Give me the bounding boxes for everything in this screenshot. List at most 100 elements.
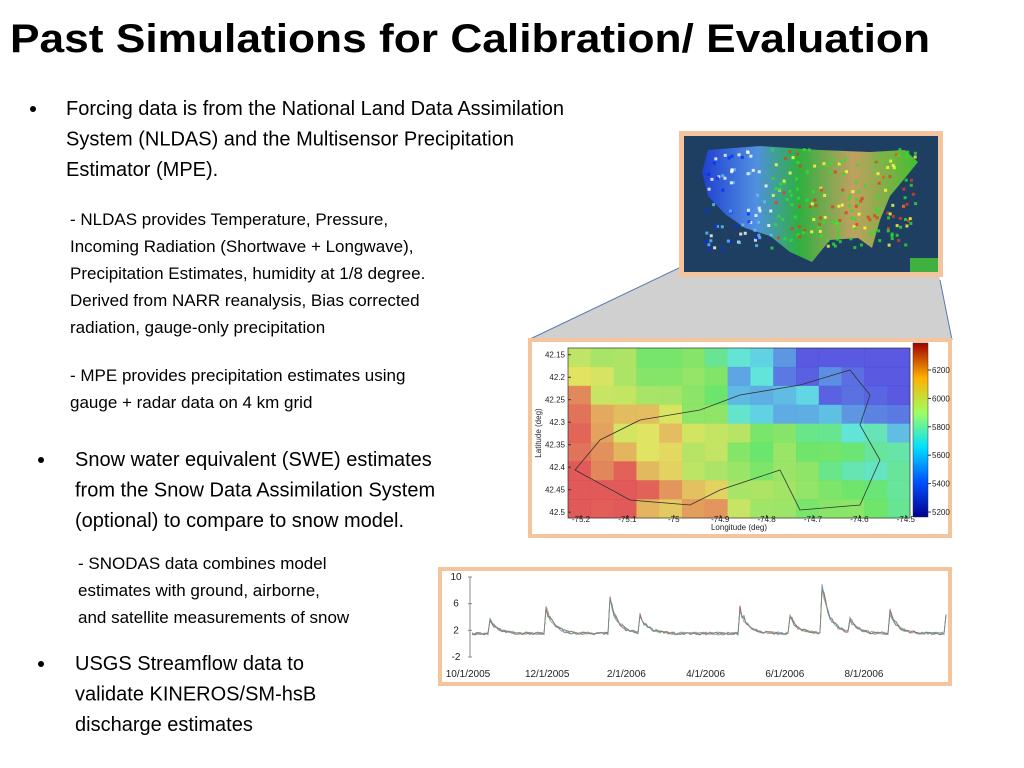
map-pixel [826, 239, 830, 243]
map-pixel [911, 192, 915, 196]
x-tick-label: 8/1/2006 [845, 669, 884, 680]
heatmap-cell [841, 423, 865, 443]
heatmap-cell [818, 385, 842, 405]
map-pixel [904, 178, 908, 182]
map-pixel [813, 164, 817, 168]
map-pixel [721, 247, 725, 251]
y-tick-label: 42.45 [545, 486, 566, 495]
map-pixel [754, 236, 758, 240]
heatmap-cell [796, 480, 819, 500]
heatmap-cell [704, 461, 728, 481]
heatmap-cell [590, 366, 614, 387]
map-pixel [906, 150, 910, 154]
sub-note: - NLDAS provides Temperature, Pressure, [70, 210, 388, 229]
map-pixel [758, 209, 762, 213]
heatmap-cell [773, 423, 797, 443]
bullet-text: discharge estimates [75, 714, 253, 736]
x-tick-label: -75.1 [618, 515, 637, 524]
heatmap-cell [750, 423, 774, 443]
map-pixel [715, 224, 719, 228]
colorbar-tick-label: 6000 [932, 394, 950, 403]
map-pixel [841, 188, 845, 192]
heatmap-cell [568, 366, 591, 387]
map-pixel [854, 180, 858, 184]
map-pixel [705, 231, 709, 235]
map-pixel [707, 172, 711, 176]
streamflow-line [471, 588, 947, 636]
heatmap-cell [704, 442, 728, 462]
map-pixel [879, 152, 883, 156]
map-pixel [895, 224, 899, 228]
heatmap-cell [864, 366, 888, 387]
heatmap-cell [818, 404, 842, 424]
x-tick-label: -74.8 [757, 515, 776, 524]
map-pixel [905, 224, 909, 228]
map-pixel [798, 164, 802, 168]
map-pixel [723, 176, 727, 180]
map-pixel [783, 181, 787, 185]
streamflow-line [471, 589, 947, 636]
map-pixel [818, 229, 822, 233]
bullet-text: USGS Streamflow data to [75, 653, 304, 675]
map-pixel [837, 229, 841, 233]
heatmap-cell [727, 348, 751, 368]
map-pixel [749, 154, 753, 158]
map-pixel [902, 187, 906, 191]
heatmap-cell [796, 423, 819, 443]
map-pixel [830, 158, 834, 162]
map-pixel [769, 233, 773, 237]
map-pixel [884, 188, 888, 192]
map-pixel [753, 228, 757, 232]
map-pixel [790, 203, 794, 207]
map-pixel [844, 211, 848, 215]
sub-note: estimates with ground, airborne, [78, 581, 320, 600]
map-pixel [831, 205, 835, 209]
map-pixel [713, 246, 717, 250]
x-tick-label: 12/1/2005 [525, 669, 570, 680]
heatmap-cell [796, 385, 819, 405]
map-pixel [886, 227, 890, 231]
heatmap-cell [727, 480, 751, 500]
map-pixel [709, 239, 713, 243]
heatmap-cell [727, 366, 751, 387]
heatmap-cell [887, 480, 911, 500]
heatmap-cell [796, 348, 819, 368]
map-pixel [758, 236, 762, 240]
map-pixel [810, 230, 814, 234]
map-pixel [898, 148, 902, 152]
heatmap-axes [567, 347, 911, 519]
y-tick-label: -2 [452, 652, 461, 663]
y-tick-label: 42.15 [545, 351, 566, 360]
heatmap-cell [590, 404, 614, 424]
map-pixel [734, 224, 738, 228]
map-pixel [913, 151, 917, 155]
heatmap-cell [682, 423, 705, 443]
map-pixel [822, 220, 826, 224]
heatmap-cell [887, 423, 911, 443]
heatmap-cell [796, 461, 819, 481]
map-pixel [781, 217, 785, 221]
heatmap-cell [659, 385, 683, 405]
heatmap-cell [613, 480, 637, 500]
map-pixel [875, 216, 879, 220]
map-pixel [774, 163, 778, 167]
map-pixel [832, 242, 836, 246]
map-pixel [794, 177, 798, 181]
heatmap-cell [773, 385, 797, 405]
map-pixel [730, 154, 734, 158]
map-pixel [910, 178, 914, 182]
map-pixel [838, 219, 842, 223]
sub-note: Derived from NARR reanalysis, Bias corre… [70, 291, 420, 310]
y-tick-label: 42.2 [549, 373, 565, 382]
map-pixel [721, 174, 725, 178]
map-pixel [833, 244, 837, 248]
bullet-dot [38, 457, 44, 463]
map-pixel [810, 202, 814, 206]
map-pixel [729, 181, 733, 185]
map-pixel [854, 204, 858, 208]
heatmap-cell [704, 385, 728, 405]
bullet-text: Forcing data is from the National Land D… [66, 98, 564, 120]
map-pixel [739, 232, 743, 236]
map-pixel [890, 237, 894, 241]
map-pixel [710, 177, 714, 181]
